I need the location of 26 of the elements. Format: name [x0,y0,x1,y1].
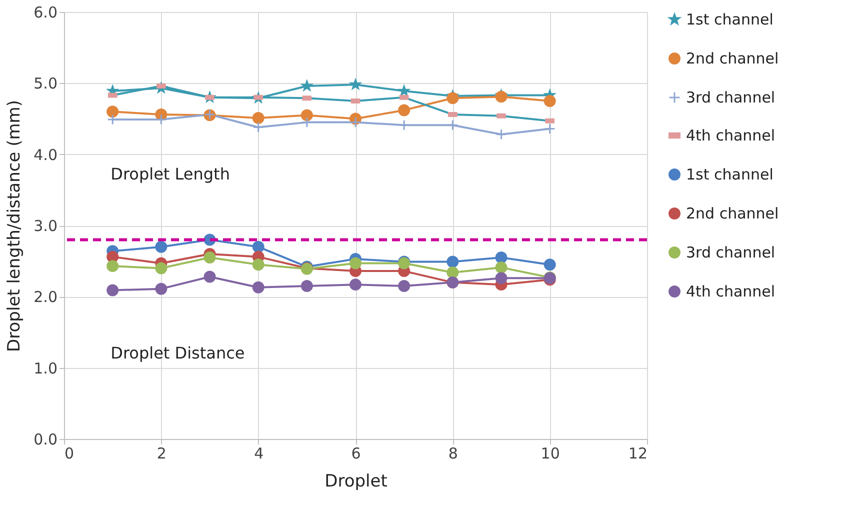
x-axis-title: Droplet [324,472,388,492]
y-tick-label: 2.0 [34,288,58,306]
y-tick-label: 4.0 [34,146,58,164]
x-tick-label: 8 [448,444,458,462]
annotation: Droplet Distance [110,344,245,363]
y-axis-title: Droplet length/distance (mm) [4,100,25,352]
y-tick-label: 6.0 [34,4,58,22]
y-tick-label: 0.0 [34,430,58,448]
y-tick-label: 5.0 [34,74,58,93]
legend-label: 3rd channel [686,244,776,262]
x-tick-label: 6 [351,444,361,462]
legend-label: 3rd channel [686,88,776,106]
annotation: Droplet Length [110,164,230,184]
y-tick-label: 3.0 [34,217,58,235]
x-tick-label: 10 [540,444,560,462]
y-tick-label: 1.0 [34,359,58,378]
x-tick-label: 2 [156,444,166,462]
x-tick-label: 12 [628,444,648,462]
legend-label: 2nd channel [686,50,779,68]
x-tick-label: 0 [64,444,74,462]
legend-label: 2nd channel [686,204,779,222]
legend-label: 4th channel [686,126,776,144]
legend-label: 1st channel [686,166,774,184]
legend-label: 1st channel [686,10,774,28]
legend-label: 4th channel [686,282,776,300]
x-tick-label: 4 [254,444,264,462]
